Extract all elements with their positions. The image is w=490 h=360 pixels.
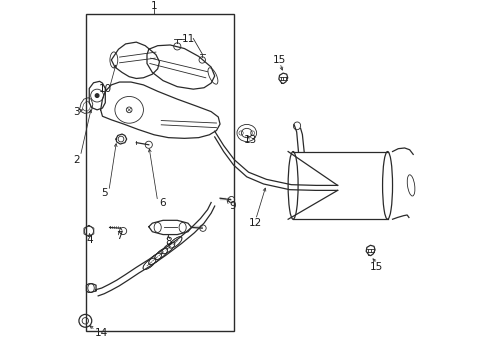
- Text: 9: 9: [229, 201, 236, 211]
- Text: 15: 15: [370, 262, 384, 272]
- Text: 12: 12: [249, 218, 262, 228]
- Text: 2: 2: [74, 155, 80, 165]
- Text: 1: 1: [151, 1, 157, 12]
- Text: 7: 7: [116, 231, 123, 241]
- Text: 5: 5: [101, 188, 107, 198]
- Text: 11: 11: [181, 33, 195, 44]
- Text: 10: 10: [99, 84, 112, 94]
- Text: 3: 3: [74, 107, 80, 117]
- Text: 13: 13: [244, 135, 257, 145]
- Text: 4: 4: [87, 235, 93, 245]
- Circle shape: [96, 94, 99, 97]
- Text: 6: 6: [159, 198, 166, 208]
- Text: 14: 14: [95, 328, 108, 338]
- Bar: [86, 14, 234, 331]
- Text: 8: 8: [165, 237, 172, 247]
- Text: 15: 15: [273, 55, 287, 65]
